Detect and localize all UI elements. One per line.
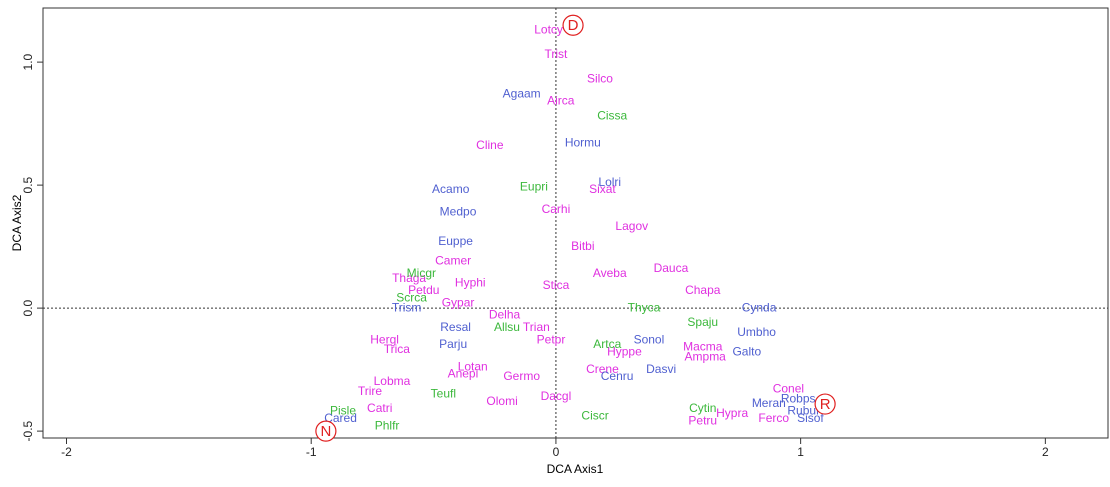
- species-label: Acamo: [432, 182, 470, 196]
- species-label: Cytin: [689, 401, 716, 415]
- species-label: Eupri: [520, 180, 548, 194]
- annotation-circle: [562, 14, 584, 36]
- y-tick-label: 1.0: [21, 53, 35, 70]
- species-label: Petpr: [537, 332, 566, 346]
- species-label: Camer: [435, 254, 471, 268]
- species-label: Lolri: [598, 175, 621, 189]
- species-label: Hergl: [370, 332, 399, 346]
- species-label: Thaga: [392, 271, 426, 285]
- x-axis-label: DCA Axis1: [547, 462, 604, 476]
- species-label: Trist: [544, 47, 568, 61]
- species-label: Meran: [752, 396, 786, 410]
- species-label: Macma: [683, 340, 723, 354]
- species-label: Cline: [476, 138, 504, 152]
- species-label: Cissa: [597, 108, 627, 122]
- species-label: Airca: [547, 94, 575, 108]
- species-label: Parju: [439, 337, 467, 351]
- x-tick-label: 1: [797, 445, 804, 459]
- species-label: Lagov: [615, 219, 648, 233]
- x-tick-label: 0: [553, 445, 560, 459]
- species-label: Bitbi: [571, 239, 594, 253]
- species-label: Ampma: [685, 349, 727, 363]
- species-label: Teufl: [431, 386, 456, 400]
- plot-frame: [42, 7, 1109, 439]
- species-label: Anepi: [448, 367, 479, 381]
- species-label: Gypar: [442, 295, 475, 309]
- species-label: Catri: [367, 401, 392, 415]
- annotation-circle: [315, 420, 337, 442]
- species-label: Sixat: [589, 182, 616, 196]
- species-label: Hyphi: [455, 276, 486, 290]
- species-label: Resal: [440, 320, 471, 334]
- species-label: Medpo: [440, 204, 477, 218]
- species-label: Agaam: [503, 86, 541, 100]
- species-label: Lotan: [458, 359, 488, 373]
- species-label: Trica: [384, 342, 411, 356]
- species-label: Umbho: [737, 325, 776, 339]
- annotation-text: N: [320, 423, 331, 440]
- species-label: Delha: [489, 308, 521, 322]
- annotation-text: R: [820, 396, 831, 413]
- species-label: Dauca: [654, 261, 689, 275]
- species-label: Hormu: [565, 135, 601, 149]
- annotation-text: D: [568, 17, 579, 34]
- species-label: Trism: [392, 300, 422, 314]
- species-label: Rubul: [787, 404, 818, 418]
- species-label: Dacgl: [541, 389, 572, 403]
- y-axis-label: DCA Axis2: [10, 194, 24, 251]
- species-label: Robps: [781, 391, 816, 405]
- species-label: Ferco: [758, 411, 789, 425]
- species-label: Hyppe: [607, 345, 642, 359]
- species-label: Cenru: [601, 369, 634, 383]
- x-tick-label: 2: [1042, 445, 1049, 459]
- species-label: Pisle: [330, 404, 356, 418]
- species-label: Crene: [586, 362, 619, 376]
- species-label: Conel: [773, 381, 804, 395]
- species-label: Cared: [324, 411, 357, 425]
- annotation-circle: [814, 393, 836, 415]
- species-label: Stica: [543, 278, 570, 292]
- species-label: Thyca: [628, 300, 661, 314]
- species-label: Micgr: [407, 266, 436, 280]
- species-label: Aveba: [593, 266, 627, 280]
- species-label: Lobma: [374, 374, 411, 388]
- species-label: Dasvi: [646, 362, 676, 376]
- y-tick-label: 0.5: [21, 176, 35, 193]
- species-label: Scrca: [396, 290, 427, 304]
- species-label: Lotcy: [534, 22, 563, 36]
- species-label: Artca: [593, 337, 621, 351]
- x-tick-label: -2: [61, 445, 72, 459]
- species-label: Chapa: [685, 283, 721, 297]
- y-tick-label: 0.0: [21, 299, 35, 316]
- x-tick-label: -1: [306, 445, 317, 459]
- species-label: Petru: [688, 413, 717, 427]
- species-label: Phlfr: [375, 418, 400, 432]
- species-label: Sonol: [634, 332, 665, 346]
- species-label: Ciscr: [581, 409, 608, 423]
- species-label: Cynda: [742, 300, 777, 314]
- y-tick-label: -0.5: [21, 420, 35, 441]
- species-label: Galto: [732, 345, 761, 359]
- species-label: Trian: [523, 320, 550, 334]
- species-label: Hypra: [716, 406, 748, 420]
- species-label: Trire: [358, 384, 383, 398]
- species-label: Olomi: [486, 394, 517, 408]
- species-label: Petdu: [408, 283, 439, 297]
- species-label: Spaju: [687, 315, 718, 329]
- species-label: Germo: [503, 369, 540, 383]
- species-label: Euppe: [438, 234, 473, 248]
- species-label: Allsu: [494, 320, 520, 334]
- species-label: Sisof: [797, 411, 824, 425]
- species-label: Carhi: [542, 202, 571, 216]
- species-label: Silco: [587, 72, 613, 86]
